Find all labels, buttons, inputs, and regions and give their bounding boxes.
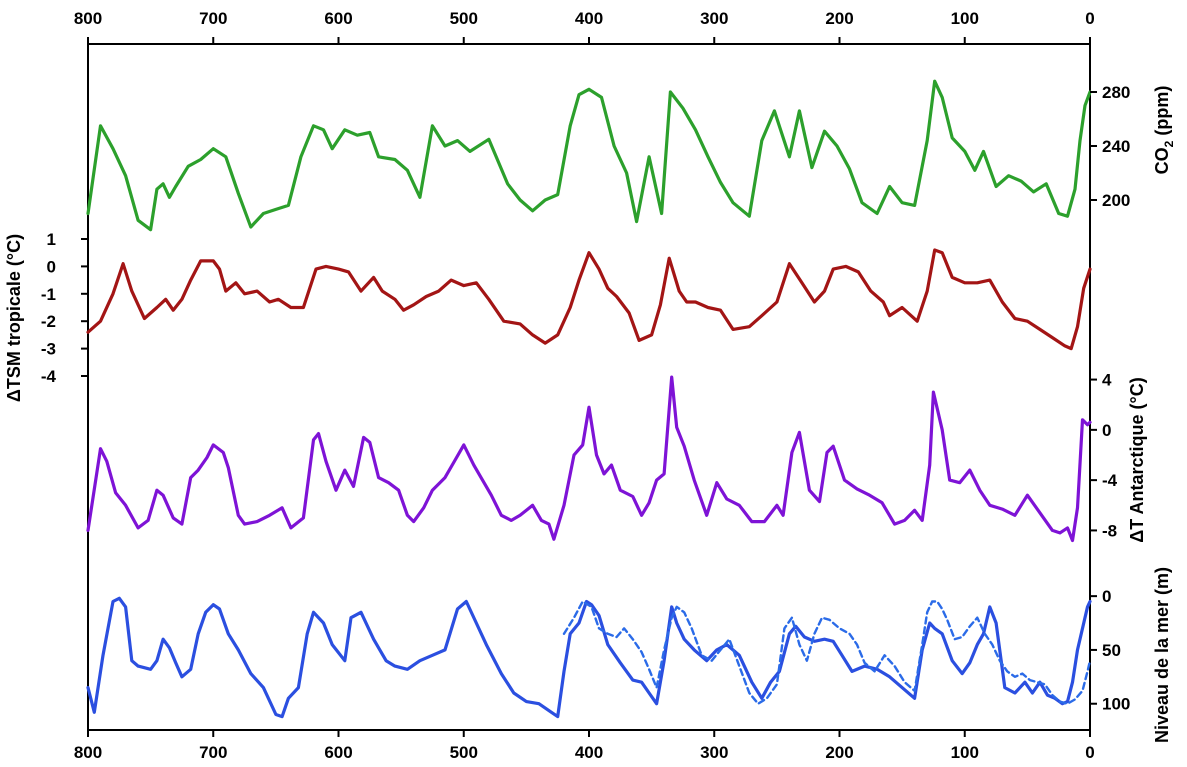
x-tick-label-bottom: 800	[74, 743, 102, 762]
plot-frame	[87, 43, 1091, 731]
series-line-co2	[86, 79, 1092, 232]
y-tick-label-sealevel: 0	[1102, 587, 1111, 606]
x-tick-label-bottom: 200	[825, 743, 853, 762]
y-axis-title-subscript: 2	[1162, 140, 1176, 147]
series-line-sealevel	[86, 596, 1092, 719]
series-layer	[86, 79, 1092, 719]
x-tick-label-top: 100	[951, 9, 979, 28]
y-tick-label-tsm: -2	[41, 312, 56, 331]
y-tick-label-co2: 200	[1102, 191, 1130, 210]
y-tick-label-co2: 280	[1102, 83, 1130, 102]
x-tick-label-bottom: 0	[1085, 743, 1094, 762]
y-tick-label-antarctic: 0	[1102, 421, 1111, 440]
axis-titles-layer: CO2 (ppm) ΔTSM tropicale (°C) ΔT Antarctiq…	[4, 86, 1176, 743]
x-tick-label-top: 800	[74, 9, 102, 28]
series-line-sealevel-dashed	[562, 600, 1092, 705]
y-tick-label-co2: 240	[1102, 137, 1130, 156]
y-tick-label-sealevel: 100	[1102, 695, 1130, 714]
y-tick-label-sealevel: 50	[1102, 641, 1121, 660]
x-tick-label-bottom: 500	[450, 743, 478, 762]
x-tick-label-bottom: 300	[700, 743, 728, 762]
y-tick-label-tsm: 1	[47, 230, 56, 249]
y-axes-layer: 200 240 280 1 0 -1 -2 -3 -4 4 0 -4 -8 0 50 100	[41, 83, 1131, 714]
y-axis-title-antarctic: ΔT Antarctique (°C)	[1127, 377, 1147, 542]
x-tick-label-bottom: 600	[324, 743, 352, 762]
y-tick-label-tsm: -4	[41, 367, 57, 386]
y-tick-label-tsm: -3	[41, 340, 56, 359]
x-tick-label-top: 200	[825, 9, 853, 28]
x-tick-label-top: 400	[575, 9, 603, 28]
y-tick-label-tsm: -1	[41, 285, 56, 304]
x-tick-label-bottom: 400	[575, 743, 603, 762]
x-tick-label-bottom: 100	[951, 743, 979, 762]
series-line-tsm	[86, 248, 1092, 351]
bottom-x-axis: 800 700 600 500 400 300 200 100 0	[74, 730, 1095, 762]
y-axis-title-sealevel: Niveau de la mer (m)	[1152, 567, 1172, 743]
x-tick-label-top: 300	[700, 9, 728, 28]
y-axis-title-co2: CO2 (ppm)	[1152, 86, 1176, 175]
y-axis-title-tsm: ΔTSM tropicale (°C)	[4, 234, 24, 402]
y-axis-title-unit: (ppm)	[1152, 86, 1172, 141]
series-line-antarctic	[86, 375, 1092, 543]
y-axis-title-main: CO	[1152, 147, 1172, 174]
y-tick-label-antarctic: -4	[1102, 471, 1118, 490]
y-tick-label-antarctic: -8	[1102, 521, 1117, 540]
y-tick-label-antarctic: 4	[1102, 371, 1112, 390]
x-tick-label-bottom: 700	[199, 743, 227, 762]
top-x-axis: 800 700 600 500 400 300 200 100 0	[74, 9, 1095, 44]
y-tick-label-tsm: 0	[47, 257, 56, 276]
x-tick-label-top: 500	[450, 9, 478, 28]
x-tick-label-top: 600	[324, 9, 352, 28]
x-tick-label-top: 0	[1085, 9, 1094, 28]
x-tick-label-top: 700	[199, 9, 227, 28]
